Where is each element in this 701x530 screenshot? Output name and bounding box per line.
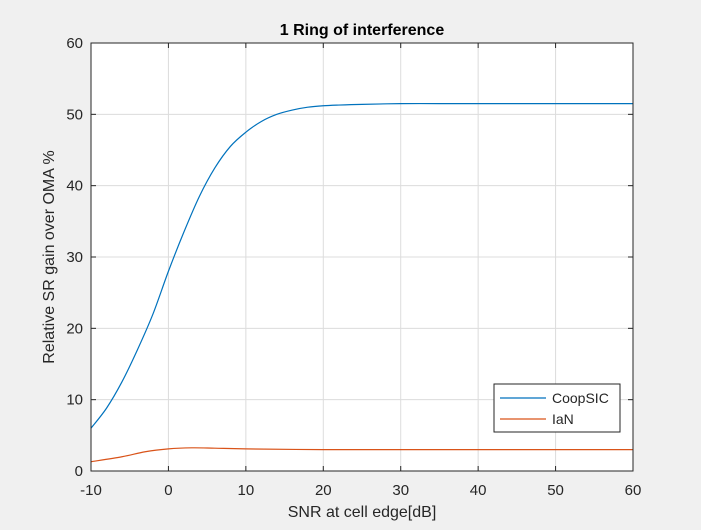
x-tick-label: -10 (80, 482, 102, 499)
y-tick-label: 0 (75, 463, 83, 480)
y-tick-label: 20 (66, 320, 83, 337)
legend-label-ian: IaN (552, 411, 574, 427)
series-layer (90, 102, 633, 463)
y-tick-label: 40 (66, 178, 83, 195)
x-tick-label: 60 (625, 482, 642, 499)
y-tick-label: 50 (66, 106, 83, 123)
series-line-ian (90, 447, 633, 463)
legend: CoopSIC IaN (493, 383, 621, 433)
x-tick-label: 30 (392, 482, 409, 499)
legend-label-coopsic: CoopSIC (552, 390, 609, 406)
x-tick-label: 40 (470, 482, 487, 499)
y-axis-title: Relative SR gain over OMA % (41, 150, 58, 363)
x-tick-label: 10 (238, 482, 255, 499)
y-tick-label: 60 (66, 35, 83, 52)
x-tick-label: 0 (164, 482, 172, 499)
y-tick-label: 10 (66, 392, 83, 409)
tick-layer: -10 0 10 20 30 40 50 60 0 10 20 30 40 50 60 (66, 35, 641, 499)
legend-box (493, 383, 621, 433)
x-axis-title: SNR at cell edge[dB] (288, 504, 437, 521)
series-line-coopsic (90, 102, 633, 429)
x-tick-label: 20 (315, 482, 332, 499)
x-tick-label: 50 (547, 482, 564, 499)
chart-title: 1 Ring of interference (280, 22, 445, 39)
y-tick-label: 30 (66, 249, 83, 266)
